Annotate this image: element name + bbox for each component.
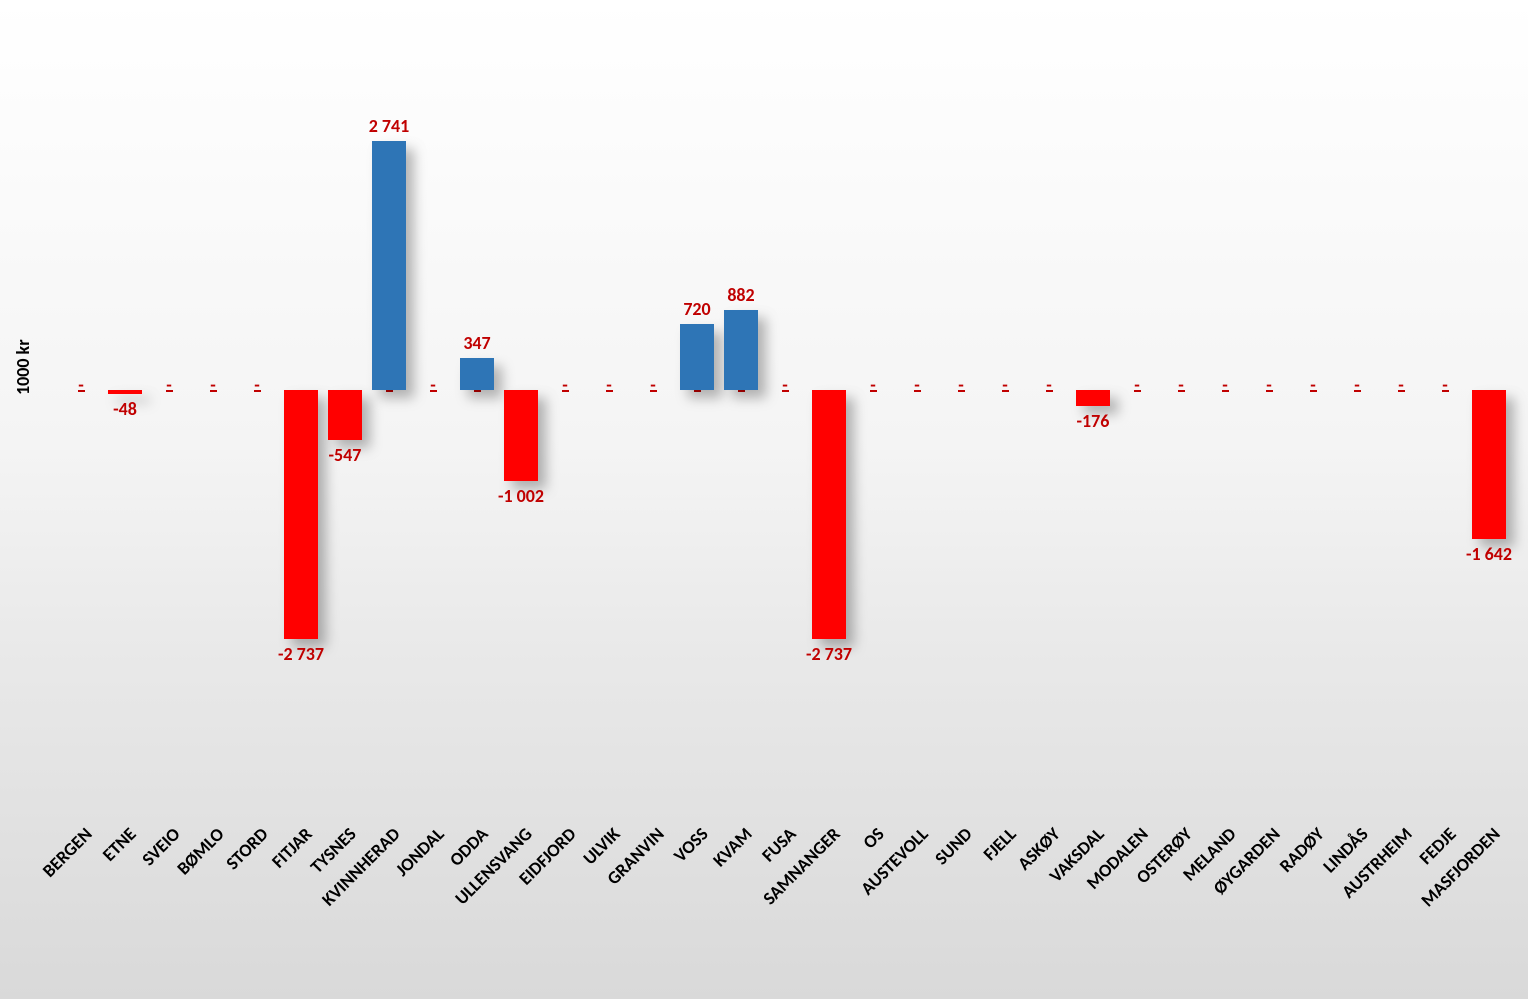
x-axis-labels: BERGENETNESVEIOBØMLOSTORDFITJARTYSNESKVI… — [60, 815, 1510, 985]
y-axis-label: 1000 kr — [12, 339, 34, 395]
data-label: -1 642 — [1449, 543, 1528, 565]
data-label: -176 — [1053, 410, 1133, 432]
data-label: - — [203, 374, 223, 396]
data-label: - — [1215, 374, 1235, 396]
bar — [108, 390, 142, 394]
data-label: - — [643, 374, 663, 396]
data-label: 882 — [701, 284, 781, 306]
data-label: - — [599, 374, 619, 396]
chart-container: 1000 kr --48----2 737-5472 741-347-1 002… — [0, 0, 1528, 999]
axis-tick — [386, 390, 393, 392]
data-label: - — [775, 374, 795, 396]
data-label: -1 002 — [481, 485, 561, 507]
data-label: - — [1171, 374, 1191, 396]
data-label: - — [71, 374, 91, 396]
data-label: - — [951, 374, 971, 396]
data-label: - — [159, 374, 179, 396]
data-label: -48 — [85, 398, 165, 420]
axis-tick — [474, 390, 481, 392]
data-label: -2 737 — [789, 643, 869, 665]
bar — [284, 390, 318, 639]
data-label: - — [1435, 374, 1455, 396]
bar — [1076, 390, 1110, 406]
bar — [460, 358, 494, 390]
data-label: - — [1259, 374, 1279, 396]
data-label: -2 737 — [261, 643, 341, 665]
bar — [724, 310, 758, 390]
axis-tick — [694, 390, 701, 392]
data-label: - — [247, 374, 267, 396]
bar — [504, 390, 538, 481]
data-label: - — [1347, 374, 1367, 396]
bar — [680, 324, 714, 390]
axis-tick — [738, 390, 745, 392]
bar — [812, 390, 846, 639]
data-label: 2 741 — [349, 115, 429, 137]
data-label: - — [1127, 374, 1147, 396]
data-label: - — [907, 374, 927, 396]
plot-area: --48----2 737-5472 741-347-1 002---72088… — [60, 20, 1510, 800]
bar — [328, 390, 362, 440]
data-label: - — [423, 374, 443, 396]
data-label: - — [1303, 374, 1323, 396]
bar — [1472, 390, 1506, 539]
data-label: 347 — [437, 332, 517, 354]
bar — [372, 141, 406, 390]
data-label: - — [863, 374, 883, 396]
data-label: - — [995, 374, 1015, 396]
data-label: - — [1039, 374, 1059, 396]
data-label: - — [1391, 374, 1411, 396]
data-label: -547 — [305, 444, 385, 466]
data-label: - — [555, 374, 575, 396]
